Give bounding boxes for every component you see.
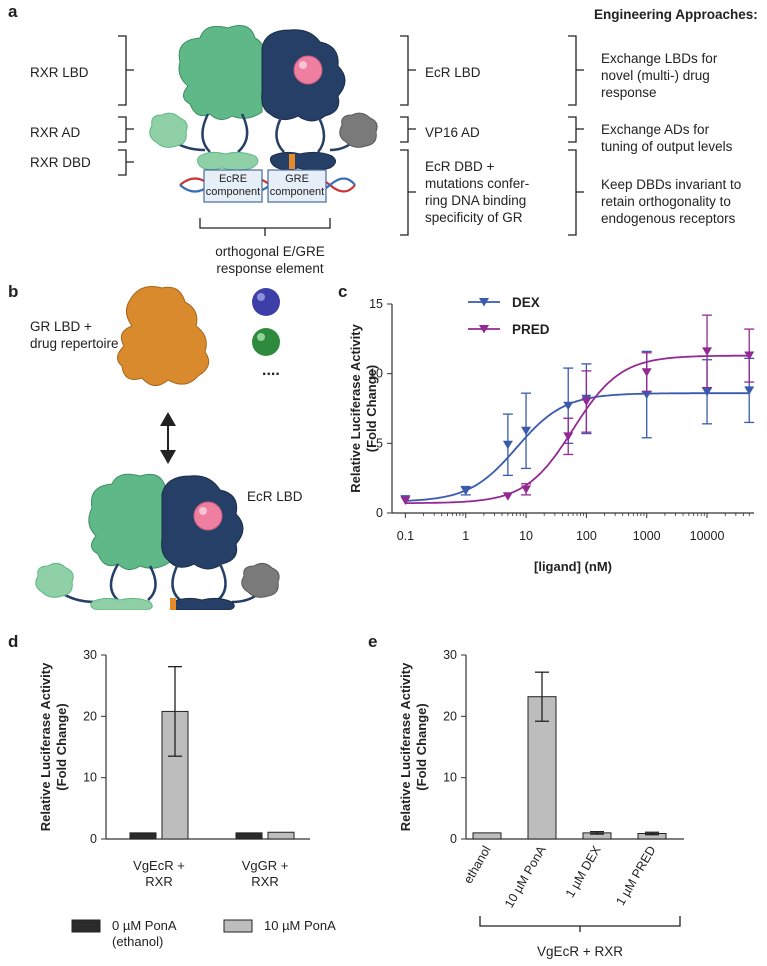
dose-response-chart: 0 5 10 15 0.1 1 10 100 1000 10000 [ligand] (nM) Rel… — [348, 295, 755, 574]
y-tick-label: 0 — [450, 832, 457, 846]
y-tick-label: 5 — [376, 436, 383, 450]
y-axis-label: Relative Luciferase Activity(Fold Change… — [38, 662, 69, 831]
rxr-dbd-shape — [197, 151, 259, 171]
approach-lbd: Exchange LBDs for novel (multi-) drug re… — [601, 51, 718, 100]
group-bracket — [479, 916, 681, 932]
ligand-sphere — [293, 55, 323, 85]
x-tick-label: 10000 — [690, 529, 725, 543]
panel-c-label: c — [338, 282, 348, 301]
bar — [129, 832, 157, 840]
x-tick-label: 10 — [519, 529, 533, 543]
ecr-lbd-label: EcR LBD — [425, 65, 481, 80]
data-point-pred — [702, 347, 713, 356]
data-point-dex — [702, 387, 713, 397]
category-label: ethanol — [461, 844, 494, 887]
y-tick-label: 10 — [83, 771, 97, 785]
more-drugs-dots: .... — [262, 362, 280, 379]
bar — [267, 831, 295, 840]
bar — [235, 832, 263, 840]
panel-b-schematic — [35, 286, 280, 610]
y-tick-label: 10 — [443, 771, 457, 785]
element-caption: orthogonal E/GRE response element — [215, 244, 325, 276]
vp16-ad-shape — [339, 112, 378, 148]
data-point-pred — [502, 492, 513, 501]
rxr-lbd-shape — [178, 25, 265, 120]
drug-green-icon — [252, 328, 280, 356]
y-tick-label: 0 — [90, 832, 97, 846]
mid-brackets — [400, 35, 416, 236]
bar-chart-e: 0 10 20 30 Relative Luciferase Activity(Fold… — [398, 648, 684, 959]
legend-swatch — [71, 919, 101, 933]
panel-e-label: e — [368, 632, 378, 651]
x-tick-label: 1000 — [633, 529, 661, 543]
exchange-arrow-icon — [160, 412, 176, 464]
bar — [472, 832, 502, 840]
bar-chart-d: 0 10 20 30 Relative Luciferase Activity(Fold… — [38, 648, 336, 949]
data-point-pred — [581, 397, 592, 407]
data-point-pred — [641, 368, 652, 377]
data-point-dex — [641, 390, 652, 400]
legend-pred: PRED — [512, 322, 550, 337]
rxr-ad-label: RXR AD — [30, 125, 81, 140]
data-point-pred — [744, 351, 755, 361]
fit-curve-dex — [405, 392, 750, 502]
y-tick-label: 20 — [83, 709, 97, 723]
ecr-dbd-label: EcR DBD + mutations confer- ring DNA bin… — [425, 159, 530, 225]
data-point-dex — [460, 486, 471, 496]
legend-label: 0 µM PonA (ethanol) — [112, 918, 177, 949]
y-tick-label: 20 — [443, 709, 457, 723]
drug-purple-icon — [252, 288, 280, 316]
vp16-ad-label: VP16 AD — [425, 125, 480, 140]
panel-a-schematic — [118, 25, 584, 236]
group-label: VgEcR + RXR — [537, 944, 623, 959]
data-point-dex — [502, 440, 513, 450]
ecre-component: EcRE component — [205, 173, 261, 198]
fit-curve-pred — [405, 354, 750, 504]
right-brackets — [568, 35, 584, 236]
panel-a-label: a — [8, 2, 18, 21]
y-axis-label: Relative Luciferase Activity(Fold Change… — [398, 662, 429, 831]
element-bracket — [199, 218, 331, 236]
category-label: 1 µM DEX — [563, 843, 604, 900]
left-brackets — [118, 35, 134, 176]
group-label: VgGR + RXR — [242, 858, 289, 889]
data-point-pred — [521, 485, 532, 494]
rxr-dbd-label: RXR DBD — [30, 155, 91, 170]
y-tick-label: 0 — [376, 506, 383, 520]
x-tick-label: 100 — [576, 529, 597, 543]
legend-marker — [479, 298, 489, 307]
approach-ad: Exchange ADs for tuning of output levels — [601, 122, 733, 154]
panel-d-label: d — [8, 632, 19, 651]
legend-swatch — [223, 919, 253, 933]
legend-label: 10 µM PonA — [264, 918, 336, 933]
approaches-title: Engineering Approaches: — [594, 7, 758, 22]
x-tick-label: 1 — [462, 529, 469, 543]
panel-b-label: b — [8, 282, 19, 301]
legend-marker — [479, 325, 489, 334]
category-label: 10 µM PonA — [502, 843, 549, 910]
approach-dbd: Keep DBDs invariant to retain orthogonal… — [601, 177, 742, 226]
x-tick-label: 0.1 — [397, 529, 414, 543]
gre-component: GRE component — [269, 173, 325, 198]
x-axis-label: [ligand] (nM) — [534, 559, 612, 574]
y-tick-label: 30 — [443, 648, 457, 662]
y-tick-label: 15 — [369, 297, 383, 311]
data-point-pred — [563, 432, 574, 441]
data-point-pred — [400, 496, 411, 505]
ecr-lbd-label-b: EcR LBD — [247, 489, 303, 504]
data-point-dex — [521, 426, 532, 436]
rxr-ad-shape — [149, 112, 188, 148]
data-point-dex — [744, 386, 755, 395]
gr-lbd-label: GR LBD + drug repertoire — [30, 319, 119, 351]
legend-dex: DEX — [512, 295, 540, 310]
gr-lbd-shape — [117, 286, 210, 386]
category-label: 1 µM PRED — [613, 844, 658, 908]
ecr-dbd-shape — [269, 151, 336, 171]
group-label: VgEcR + RXR — [133, 858, 185, 889]
y-axis-label: Relative Luciferase Activity(Fold Change… — [348, 323, 379, 492]
y-tick-label: 10 — [369, 367, 383, 381]
rxr-lbd-label: RXR LBD — [30, 65, 89, 80]
y-tick-label: 30 — [83, 648, 97, 662]
data-point-dex — [563, 401, 574, 411]
